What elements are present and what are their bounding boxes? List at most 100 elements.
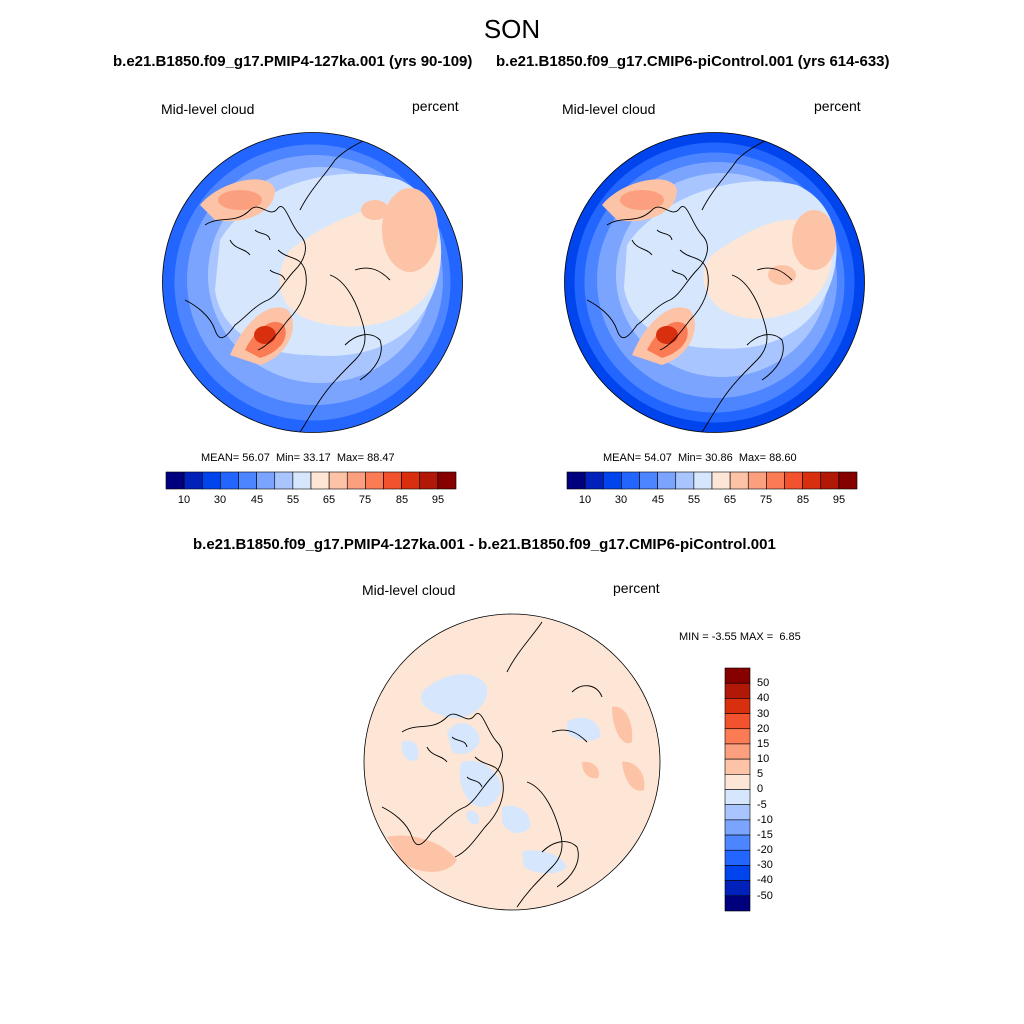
colorbar-swatch — [724, 865, 751, 881]
colorbar-swatch — [724, 698, 751, 714]
colorbar-tick: 20 — [757, 723, 770, 735]
colorbar-tick: -50 — [757, 890, 773, 902]
diff-colorbar-ticks: 50 40 30 20 15 10 5 0 -5 -10 -15 -20 -30… — [757, 668, 797, 911]
colorbar-tick: 65 — [723, 494, 737, 506]
colorbar-swatch — [346, 471, 366, 490]
colorbar-swatch — [724, 789, 751, 805]
colorbar-swatch — [675, 471, 695, 490]
colorbar-swatch — [220, 471, 239, 490]
colorbar-tick: -15 — [757, 829, 773, 841]
max-value: 88.60 — [769, 452, 797, 464]
colorbar-swatch — [784, 471, 803, 490]
panel-2-polar-map — [564, 132, 865, 433]
colorbar-swatch — [724, 834, 751, 851]
colorbar-tick: 75 — [759, 494, 773, 506]
colorbar-tick: 95 — [832, 494, 846, 506]
panel-1-title: b.e21.B1850.f09_g17.PMIP4-127ka.001 (yrs… — [113, 53, 473, 70]
colorbar-swatch — [711, 471, 731, 490]
panel-1-units-label: percent — [412, 98, 459, 114]
colorbar-tick: -10 — [757, 814, 773, 826]
colorbar-swatch — [183, 471, 203, 490]
colorbar-tick: 45 — [651, 494, 665, 506]
colorbar-swatch — [724, 682, 751, 699]
colorbar-tick: -40 — [757, 874, 773, 886]
colorbar-tick: 50 — [757, 677, 770, 689]
colorbar-swatch — [621, 471, 640, 490]
min-value: -3.55 — [711, 631, 737, 643]
colorbar-tick: 55 — [286, 494, 300, 506]
colorbar-swatch — [292, 471, 312, 490]
panel-1-variable-label: Mid-level cloud — [161, 101, 255, 117]
colorbar-swatch — [383, 471, 402, 490]
diff-panel-title: b.e21.B1850.f09_g17.PMIP4-127ka.001 - b.… — [193, 536, 776, 553]
colorbar-swatch — [401, 471, 421, 490]
colorbar-swatch — [724, 743, 751, 760]
min-value: 33.17 — [303, 452, 331, 464]
colorbar-swatch — [747, 471, 767, 490]
diff-polar-map — [363, 613, 661, 911]
diff-units-label: percent — [613, 580, 660, 596]
colorbar-swatch — [584, 471, 604, 490]
colorbar-tick: 10 — [578, 494, 592, 506]
colorbar-tick: 65 — [322, 494, 336, 506]
colorbar-tick: 10 — [757, 753, 770, 765]
panel-2-stats: MEAN= 54.07 Min= 30.86 Max= 88.60 — [603, 452, 797, 464]
colorbar-tick: 85 — [395, 494, 409, 506]
colorbar-swatch — [729, 471, 749, 490]
panel-1-colorbar-ticks: 10 30 45 55 65 75 85 95 — [166, 494, 456, 508]
colorbar-swatch — [724, 758, 751, 775]
mean-value: 54.07 — [644, 452, 672, 464]
min-label: Min= — [677, 452, 703, 464]
mean-label: MEAN= — [603, 452, 642, 464]
colorbar-swatch — [201, 471, 221, 490]
colorbar-swatch — [657, 471, 677, 490]
max-value: 88.47 — [367, 452, 395, 464]
colorbar-tick: -30 — [757, 859, 773, 871]
colorbar-tick: 5 — [757, 768, 764, 780]
colorbar-swatch — [724, 880, 751, 897]
panel-1-polar-map — [162, 132, 463, 433]
colorbar-swatch — [310, 471, 330, 490]
colorbar-swatch — [328, 471, 348, 490]
colorbar-swatch — [566, 471, 586, 490]
colorbar-swatch — [274, 471, 294, 490]
panel-2-colorbar — [566, 471, 858, 490]
colorbar-tick: 30 — [757, 708, 770, 720]
diff-variable-label: Mid-level cloud — [362, 582, 456, 598]
season-title: SON — [483, 14, 541, 44]
diff-colorbar — [724, 667, 751, 912]
colorbar-tick: -20 — [757, 844, 773, 856]
min-label: MIN = — [679, 631, 709, 643]
colorbar-tick: 55 — [687, 494, 701, 506]
diff-stats: MIN = -3.55 MAX = 6.85 — [679, 631, 801, 643]
colorbar-tick: 85 — [796, 494, 810, 506]
max-label: Max= — [738, 452, 767, 464]
colorbar-swatch — [838, 471, 858, 490]
colorbar-swatch — [724, 667, 751, 684]
min-value: 30.86 — [705, 452, 733, 464]
panel-1-stats: MEAN= 56.07 Min= 33.17 Max= 88.47 — [201, 452, 395, 464]
panel-2-colorbar-ticks: 10 30 45 55 65 75 85 95 — [567, 494, 857, 508]
min-label: Min= — [275, 452, 301, 464]
colorbar-tick: 30 — [213, 494, 227, 506]
colorbar-swatch — [724, 728, 751, 745]
colorbar-swatch — [639, 471, 658, 490]
colorbar-tick: 95 — [431, 494, 445, 506]
colorbar-tick: 0 — [757, 783, 764, 795]
mean-label: MEAN= — [201, 452, 240, 464]
colorbar-swatch — [693, 471, 713, 490]
colorbar-swatch — [419, 471, 439, 490]
colorbar-swatch — [724, 849, 751, 866]
colorbar-tick: 40 — [757, 692, 770, 704]
colorbar-swatch — [238, 471, 257, 490]
colorbar-swatch — [724, 713, 751, 730]
colorbar-swatch — [165, 471, 185, 490]
colorbar-swatch — [365, 471, 384, 490]
colorbar-swatch — [802, 471, 822, 490]
colorbar-swatch — [724, 774, 751, 790]
panel-2-variable-label: Mid-level cloud — [562, 101, 656, 117]
colorbar-swatch — [602, 471, 622, 490]
colorbar-swatch — [766, 471, 785, 490]
colorbar-tick: -5 — [757, 799, 767, 811]
colorbar-tick: 75 — [358, 494, 372, 506]
